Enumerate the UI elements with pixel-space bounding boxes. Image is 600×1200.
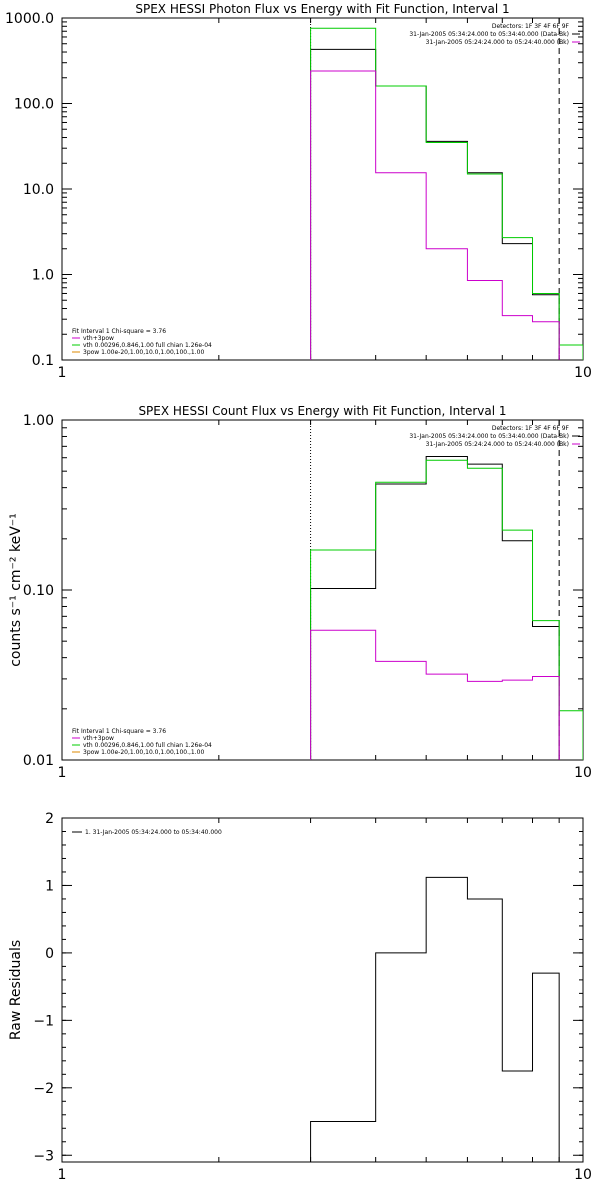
y-tick-label: 2 — [45, 811, 54, 827]
plot-frame — [61, 817, 584, 1163]
series-1-step-line — [310, 48, 560, 360]
legend-entry: Fit Interval 1 Chi-square = 3.76 — [72, 328, 166, 335]
legend-entry: vth 0.00296,0.846,1.00 full chian 1.26e-… — [83, 742, 212, 749]
x-tick-label: 1 — [58, 1167, 67, 1183]
legend-entry: 3pow 1.00e-20,1.00,10.0,1.00,100.,1.00 — [83, 749, 204, 756]
y-axis-label: counts s⁻¹ cm⁻² keV⁻¹ — [8, 513, 24, 667]
chart-title: SPEX HESSI Count Flux vs Energy with Fit… — [138, 404, 506, 418]
legend-entry: vth+3pow — [83, 735, 114, 742]
plot-data — [310, 420, 583, 760]
y-tick-label: 0.10 — [23, 583, 54, 599]
plot-frame — [61, 17, 584, 361]
legend-entry: Fit Interval 1 Chi-square = 3.76 — [72, 728, 166, 735]
legend-entry: 1. 31-Jan-2005 05:34:24.000 to 05:34:40.… — [85, 829, 222, 836]
chart-panel-2: SPEX HESSI Count Flux vs Energy with Fit… — [8, 404, 592, 781]
plot-data — [310, 876, 560, 1162]
legend-entry: 3pow 1.00e-20,1.00,10.0,1.00,100.,1.00 — [83, 349, 204, 356]
series-2-step-line — [310, 459, 583, 760]
x-tick-label: 10 — [574, 765, 592, 781]
y-tick-label: −2 — [33, 1081, 54, 1097]
legend-entry: 31-Jan-2005 05:24:24.000 to 05:24:40.000… — [426, 441, 569, 448]
y-tick-label: −3 — [33, 1148, 54, 1164]
y-tick-label: 1000.0 — [5, 11, 54, 27]
legend-entry: 31-Jan-2005 05:34:24.000 to 05:34:40.000… — [409, 31, 569, 38]
y-tick-label: 0 — [45, 946, 54, 962]
plot-frame — [61, 419, 584, 761]
chart-title: SPEX HESSI Photon Flux vs Energy with Fi… — [135, 2, 509, 16]
y-axis-label: Raw Residuals — [8, 940, 24, 1040]
y-tick-label: 0.01 — [23, 753, 54, 769]
plot-data — [310, 18, 583, 360]
legend-entry: 31-Jan-2005 05:34:24.000 to 05:34:40.000… — [409, 433, 569, 440]
y-tick-label: 100.0 — [14, 97, 54, 113]
y-tick-label: −1 — [33, 1013, 54, 1029]
legend-entry: Detectors: 1F 3F 4F 6F 9F — [492, 425, 570, 432]
x-tick-label: 1 — [58, 365, 67, 381]
series-1-step-line — [310, 876, 560, 1162]
legend-entry: vth 0.00296,0.846,1.00 full chian 1.26e-… — [83, 342, 212, 349]
legend-entry: Detectors: 1F 3F 4F 6F 9F — [492, 23, 570, 30]
y-tick-label: 1.0 — [32, 268, 54, 284]
y-tick-label: 1.00 — [23, 413, 54, 429]
legend-entry: vth+3pow — [83, 335, 114, 342]
series-3-step-line — [310, 629, 560, 760]
x-tick-label: 10 — [574, 1167, 592, 1183]
x-tick-label: 10 — [574, 365, 592, 381]
series-3-step-line — [310, 70, 560, 360]
chart-panel-3: Raw Residuals 1 10 −3 −2 −1 0 1 2 1. 31-Jan-2005 … — [8, 811, 592, 1183]
y-tick-label: 0.1 — [32, 353, 54, 369]
x-tick-label: 1 — [58, 765, 67, 781]
series-1-step-line — [310, 455, 560, 760]
series-2-step-line — [310, 27, 583, 360]
y-tick-label: 10.0 — [23, 182, 54, 198]
chart-panel-1: SPEX HESSI Photon Flux vs Energy with Fi… — [5, 2, 592, 381]
y-tick-label: 1 — [45, 878, 54, 894]
legend-entry: 31-Jan-2005 05:24:24.000 to 05:24:40.000… — [426, 39, 569, 46]
